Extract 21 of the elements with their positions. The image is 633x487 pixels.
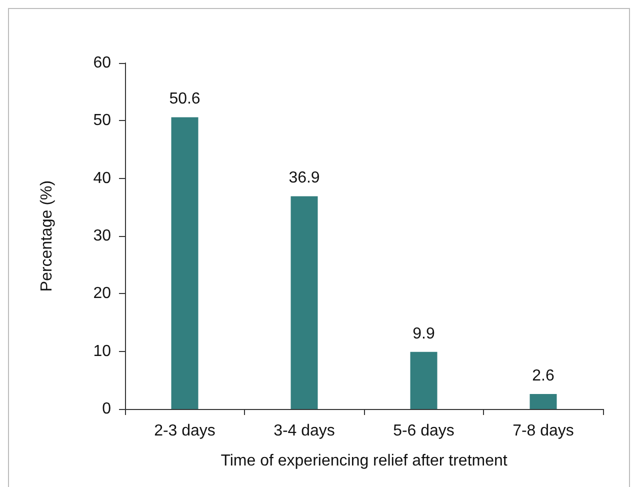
y-tick-label: 10 [93,342,112,360]
data-label: 9.9 [412,325,435,342]
y-tick-label: 20 [93,285,112,302]
x-tick-label: 3-4 days [274,422,335,440]
x-axis-title: Time of experiencing relief after tretment [220,452,508,470]
y-axis-title: Percentage (%) [38,180,56,292]
bar [290,196,318,409]
y-tick-label: 60 [93,54,112,72]
y-tick-label: 0 [102,400,112,418]
data-label: 50.6 [169,90,200,108]
y-tick-label: 30 [93,228,112,244]
bar [171,117,198,409]
data-label: 2.6 [532,368,554,385]
data-label: 36.9 [288,170,320,187]
bar [530,394,557,409]
x-tick-label: 2-3 days [154,422,216,440]
y-tick-label: 40 [93,170,112,187]
y-tick-label: 50 [93,112,112,130]
bar [410,352,438,409]
x-tick-label: 7-8 days [512,422,574,440]
x-tick-label: 5-6 days [393,422,454,440]
